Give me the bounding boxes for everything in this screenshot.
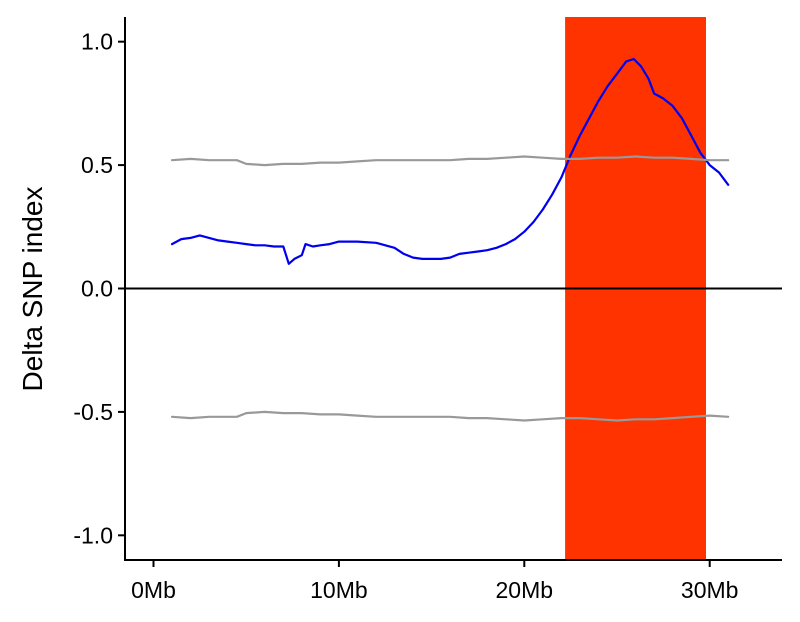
lower-threshold-line [170,410,730,422]
x-tick-label: 20Mb [496,577,554,603]
delta-snp-index-line [170,57,730,265]
y-tick-label: 0.5 [81,152,113,178]
y-tick-label: 0.0 [81,276,113,302]
y-tick-label: 1.0 [81,29,113,55]
y-tick-label: -0.5 [73,399,113,425]
y-tick-label: -1.0 [73,522,113,548]
x-tick-label: 10Mb [310,577,368,603]
y-axis-title: Delta SNP index [17,187,48,392]
x-tick-label: 30Mb [681,577,739,603]
x-tick-label: 0Mb [131,577,176,603]
upper-threshold-line [170,155,730,167]
plot-area: 1.0 0.5 0.0 -0.5 -1.0 0Mb 10Mb 20Mb 30Mb [73,17,782,603]
